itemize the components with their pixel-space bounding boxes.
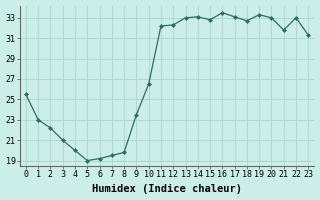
X-axis label: Humidex (Indice chaleur): Humidex (Indice chaleur) [92,184,242,194]
